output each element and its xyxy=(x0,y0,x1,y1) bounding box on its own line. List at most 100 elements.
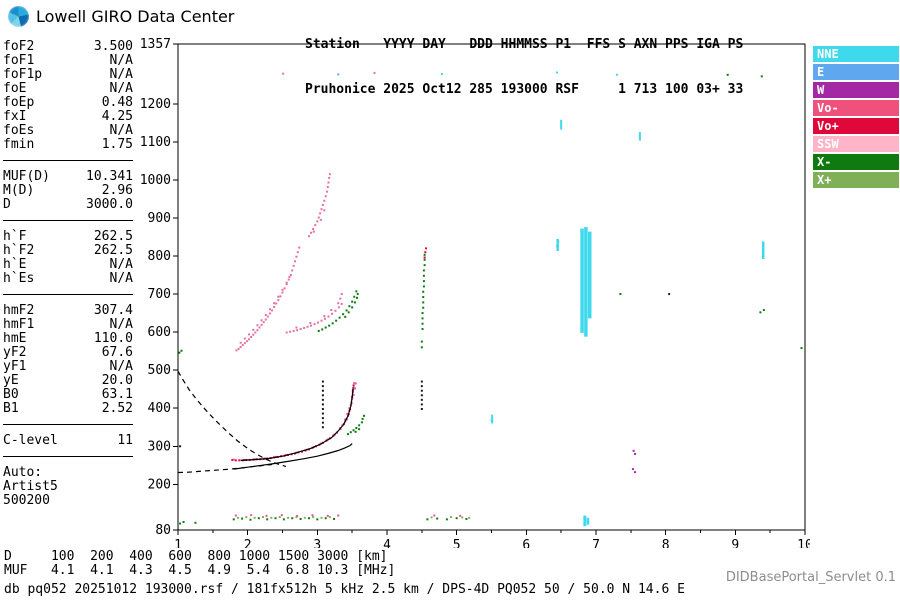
param-value: N/A xyxy=(109,123,133,138)
true-height-profile xyxy=(233,443,353,470)
echo-point-f-multiple-oblique-pink xyxy=(241,344,244,347)
param-label: B0 xyxy=(3,387,19,402)
param-value: 3000.0 xyxy=(86,197,133,212)
echo-point-e-region-pink xyxy=(337,514,340,517)
echo-point-f-multiple-upper-pink xyxy=(320,208,323,211)
echo-point-f-multiple-oblique-pink xyxy=(292,264,295,267)
echo-point-f-multiple-oblique-pink xyxy=(296,251,299,254)
echo-point-f-multiple-upper-pink xyxy=(307,235,310,238)
echo-point-e-region-green-light xyxy=(328,516,331,519)
y-tick-label: 80 xyxy=(155,523,171,538)
param-label: hmE xyxy=(3,331,27,346)
echo-point-green-column-4p5mhz xyxy=(423,264,426,267)
echo-point-interference-dark-specks xyxy=(321,426,324,429)
echo-point-f-multiple-upper-pink xyxy=(312,227,315,230)
legend-item-vo: Vo+ xyxy=(813,118,899,134)
legend-item-nne: NNE xyxy=(813,46,899,62)
echo-point-e-region-pink xyxy=(433,514,436,517)
x-tick-label: 10 xyxy=(797,538,810,548)
echo-point-e-region-pink xyxy=(280,514,283,517)
echo-point-nne-specks xyxy=(441,73,444,76)
echo-point-e-region-green-light xyxy=(312,516,315,519)
echo-point-f-multiple-oblique-pink xyxy=(273,305,276,308)
echo-point-x-trace-tail-green xyxy=(349,431,352,434)
echo-point-second-hop-o-pink xyxy=(334,309,337,312)
echo-point-e-specks xyxy=(337,73,340,76)
echo-point-f-multiple-upper-pink xyxy=(312,230,315,233)
echo-point-f-multiple-oblique-pink xyxy=(239,345,242,348)
echo-point-e-region-green-dark xyxy=(316,518,319,521)
param-value: 1.75 xyxy=(101,137,133,152)
y-tick-label: 700 xyxy=(148,287,171,302)
echo-point-e-region-green-light xyxy=(287,516,290,519)
echo-point-e-region-green-light xyxy=(295,516,298,519)
echo-point-f-multiple-oblique-pink xyxy=(245,340,248,343)
logo-text: Lowell GIRO Data Center xyxy=(36,7,235,26)
echo-point-green-column-4p5mhz xyxy=(422,296,425,299)
echo-point-second-hop-o-pink xyxy=(295,326,298,329)
echo-point-second-hop-o-pink xyxy=(323,315,326,318)
echo-bar-nne-vertical-bars xyxy=(491,414,494,424)
x-tick-label: 7 xyxy=(592,538,600,548)
echo-point-f-multiple-oblique-pink xyxy=(273,302,276,305)
y-tick-label: 1200 xyxy=(140,97,171,112)
echo-point-e-region-green-light xyxy=(253,516,256,519)
param-value: N/A xyxy=(109,257,133,272)
echo-point-f-trace-o-vo- xyxy=(232,458,235,461)
globe-icon xyxy=(8,6,29,27)
trace-fit-curve xyxy=(240,387,354,461)
echo-point-f-multiple-oblique-pink xyxy=(279,295,282,298)
y-tick-label: 800 xyxy=(148,249,171,264)
param-row-fof2: foF2 3.500 xyxy=(3,40,133,54)
echo-point-e-region-green-dark xyxy=(232,518,235,521)
echo-point-f-multiple-oblique-pink xyxy=(264,313,267,316)
echo-point-w-specks xyxy=(632,449,635,452)
echo-point-second-hop-x-green xyxy=(348,305,351,308)
y-tick-label: 500 xyxy=(148,363,171,378)
echo-point-e-region-green-light xyxy=(461,516,464,519)
param-label: D xyxy=(3,197,11,212)
x-tick-label: 6 xyxy=(522,538,530,548)
echo-point-green-specks xyxy=(800,347,803,350)
echo-point-f-multiple-oblique-pink xyxy=(256,324,259,327)
echo-point-e-region-green-light xyxy=(261,516,264,519)
echo-point-f-multiple-upper-pink xyxy=(327,181,330,184)
param-row-foes: foEs N/A xyxy=(3,124,133,138)
param-row-b1: B1 2.52 xyxy=(3,402,133,416)
echo-point-interference-dark-specks xyxy=(321,403,324,406)
echo-point-f-multiple-oblique-pink xyxy=(252,328,255,331)
param-value: N/A xyxy=(109,359,133,374)
echo-point-e-region-pink xyxy=(459,514,462,517)
legend-item-x: X- xyxy=(813,154,899,170)
param-value: 262.5 xyxy=(93,243,133,258)
echo-point-f-trace-o-vo- xyxy=(353,387,356,390)
echo-point-f-multiple-oblique-pink xyxy=(237,347,240,350)
echo-point-green-column-4p5mhz xyxy=(422,274,425,277)
echo-point-second-hop-o-pink xyxy=(337,302,340,305)
echo-point-interference-dark-specks xyxy=(321,385,324,388)
echo-point-green-column-4p5mhz xyxy=(422,269,425,272)
echo-point-f-multiple-oblique-pink xyxy=(239,341,242,344)
echo-point-green-specks xyxy=(759,311,762,314)
echo-point-x-trace-tail-green xyxy=(355,427,358,430)
echo-point-second-hop-o-pink xyxy=(330,309,333,312)
param-row-hme: hmE 110.0 xyxy=(3,332,133,346)
echo-point-interference-dark-specks xyxy=(321,380,324,383)
param-label: h`F2 xyxy=(3,243,35,258)
echo-point-green-specks xyxy=(179,522,182,525)
echo-point-interference-dark-specks xyxy=(420,407,423,410)
echo-point-green-column-4p5mhz xyxy=(422,280,425,283)
param-row-hmf2: hmF2 307.4 xyxy=(3,304,133,318)
echo-point-e-region-green-light xyxy=(245,516,248,519)
echo-point-interference-dark-specks xyxy=(668,293,671,296)
echo-bar-nne-vertical-bars xyxy=(583,515,587,527)
param-label: C-level xyxy=(3,433,58,448)
param-value: 307.4 xyxy=(93,303,133,318)
echo-bar-nne-vertical-bars xyxy=(560,119,563,130)
echo-point-e-region-green-dark xyxy=(257,517,260,520)
param-label: fxI xyxy=(3,109,27,124)
echo-point-e-region-green-dark xyxy=(333,517,336,520)
echo-point-f-multiple-upper-pink xyxy=(324,195,327,198)
echo-point-f-trace-o-vo+ xyxy=(234,459,237,462)
echo-point-x-trace-tail-green xyxy=(360,421,363,424)
